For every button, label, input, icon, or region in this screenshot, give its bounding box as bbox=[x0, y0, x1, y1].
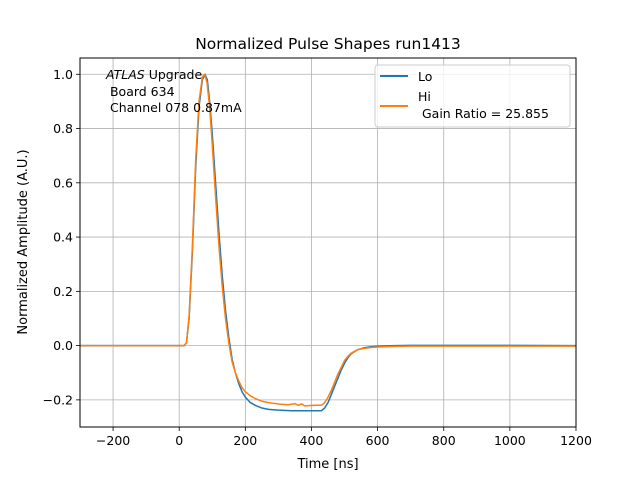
x-axis-label: Time [ns] bbox=[296, 457, 358, 472]
annotation-line-2: Board 634 bbox=[106, 84, 175, 99]
x-tick-label: 1200 bbox=[560, 433, 592, 448]
y-tick-label: 0.8 bbox=[53, 121, 73, 136]
y-tick-label: 0.4 bbox=[53, 230, 73, 245]
chart-title: Normalized Pulse Shapes run1413 bbox=[195, 35, 461, 53]
annotation-line-3: Channel 078 0.87mA bbox=[106, 100, 242, 115]
legend-label-hi: Hi bbox=[418, 89, 431, 104]
y-axis-label: Normalized Amplitude (A.U.) bbox=[16, 149, 31, 334]
annotation-atlas: ATLAS bbox=[105, 67, 145, 82]
legend-label-lo: Lo bbox=[418, 69, 432, 84]
x-tick-label: 400 bbox=[300, 433, 324, 448]
x-tick-label: 1000 bbox=[494, 433, 526, 448]
x-tick-label: 800 bbox=[432, 433, 456, 448]
atlas-annotation: ATLAS Upgrade Board 634 Channel 078 0.87… bbox=[105, 67, 242, 115]
y-tick-label: 0.0 bbox=[53, 338, 73, 353]
series-line-hi bbox=[80, 73, 576, 407]
y-tick-label: 0.6 bbox=[53, 175, 73, 190]
x-tick-label: 0 bbox=[175, 433, 183, 448]
annotation-upgrade: Upgrade bbox=[145, 67, 203, 82]
y-axis-ticks: −0.2 0.0 0.2 0.4 0.6 0.8 1.0 bbox=[43, 67, 80, 407]
plot-frame bbox=[79, 57, 577, 428]
series-lines bbox=[80, 73, 577, 412]
legend-label-gain-ratio: Gain Ratio = 25.855 bbox=[418, 106, 549, 121]
legend: Lo Hi Gain Ratio = 25.855 bbox=[374, 64, 571, 128]
x-axis-ticks: −200 0 200 400 600 800 1000 1200 bbox=[96, 427, 592, 448]
y-tick-label: 1.0 bbox=[53, 67, 73, 82]
y-tick-label: −0.2 bbox=[43, 392, 73, 407]
annotation-line-1: ATLAS Upgrade bbox=[105, 67, 202, 82]
x-tick-label: −200 bbox=[96, 433, 130, 448]
x-tick-label: 200 bbox=[233, 433, 257, 448]
legend-box bbox=[374, 64, 571, 128]
x-tick-label: 600 bbox=[366, 433, 390, 448]
y-tick-label: 0.2 bbox=[53, 284, 73, 299]
